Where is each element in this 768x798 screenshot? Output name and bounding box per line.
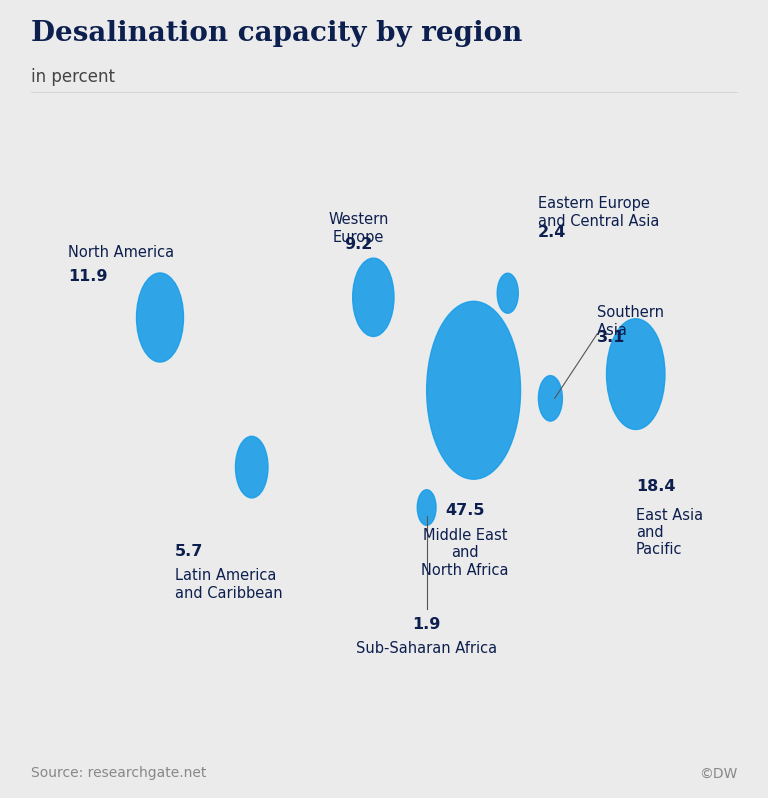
Text: East Asia
and
Pacific: East Asia and Pacific	[636, 508, 703, 557]
Text: 1.9: 1.9	[412, 617, 441, 632]
Circle shape	[236, 437, 268, 498]
Text: North America: North America	[68, 245, 174, 259]
Text: 18.4: 18.4	[636, 480, 675, 494]
Text: Middle East
and
North Africa: Middle East and North Africa	[422, 527, 509, 578]
Text: ©DW: ©DW	[699, 766, 737, 780]
Text: Desalination capacity by region: Desalination capacity by region	[31, 20, 522, 47]
Text: Southern
Asia: Southern Asia	[598, 306, 664, 338]
Circle shape	[353, 258, 394, 337]
Text: Sub-Saharan Africa: Sub-Saharan Africa	[356, 641, 497, 656]
Text: 9.2: 9.2	[344, 237, 372, 251]
Circle shape	[417, 490, 436, 525]
Text: in percent: in percent	[31, 68, 114, 86]
Text: Latin America
and Caribbean: Latin America and Caribbean	[175, 568, 283, 601]
Circle shape	[137, 273, 184, 362]
Text: 11.9: 11.9	[68, 269, 108, 284]
Circle shape	[497, 273, 518, 314]
Text: Eastern Europe
and Central Asia: Eastern Europe and Central Asia	[538, 196, 659, 228]
Circle shape	[538, 376, 562, 421]
Text: Western
Europe: Western Europe	[328, 212, 389, 245]
Circle shape	[607, 318, 665, 429]
Circle shape	[427, 302, 521, 480]
Text: 2.4: 2.4	[538, 224, 566, 239]
Text: 47.5: 47.5	[445, 504, 485, 519]
Text: Source: researchgate.net: Source: researchgate.net	[31, 766, 206, 780]
Text: 5.7: 5.7	[175, 544, 204, 559]
Text: 3.1: 3.1	[598, 330, 626, 345]
